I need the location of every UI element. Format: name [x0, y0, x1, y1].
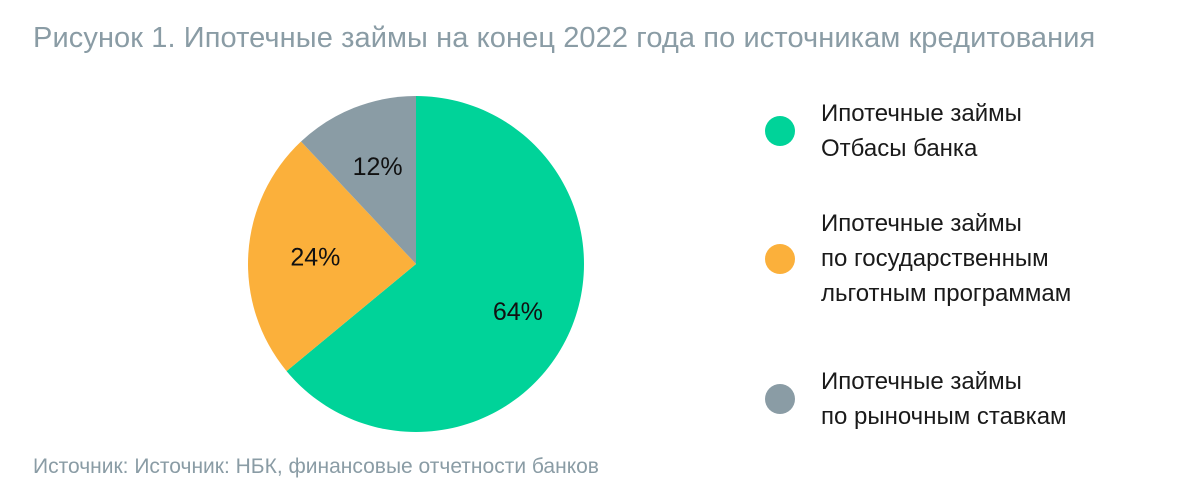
legend-label-market-rates: Ипотечные займы по рыночным ставкам	[821, 368, 1067, 430]
chart-title: Рисунок 1. Ипотечные займы на конец 2022…	[33, 22, 1096, 54]
legend-item-otbasy: Ипотечные займы Отбасы банка	[765, 96, 1022, 166]
pie-slice-market-rates	[300, 96, 416, 264]
legend-item-state-programs: Ипотечные займы по государственным льгот…	[765, 206, 1071, 311]
pie-label-state-programs: 24%	[290, 244, 340, 272]
legend-swatch-otbasy	[765, 116, 795, 146]
legend-swatch-state-programs	[765, 243, 795, 274]
pie-chart: 64% 24% 12%	[248, 96, 585, 433]
pie-slice-otbasy	[286, 96, 585, 433]
pie-slice-state-programs	[248, 141, 416, 372]
legend-label-otbasy: Ипотечные займы Отбасы банка	[821, 100, 1022, 162]
chart-source: Источник: Источник: НБК, финансовые отче…	[33, 455, 599, 478]
legend-swatch-market-rates	[765, 384, 795, 414]
pie-label-otbasy: 64%	[493, 298, 543, 326]
pie-label-market-rates: 12%	[353, 153, 403, 181]
legend-label-state-programs: Ипотечные займы по государственным льгот…	[821, 210, 1072, 307]
legend-item-market-rates: Ипотечные займы по рыночным ставкам	[765, 364, 1067, 434]
